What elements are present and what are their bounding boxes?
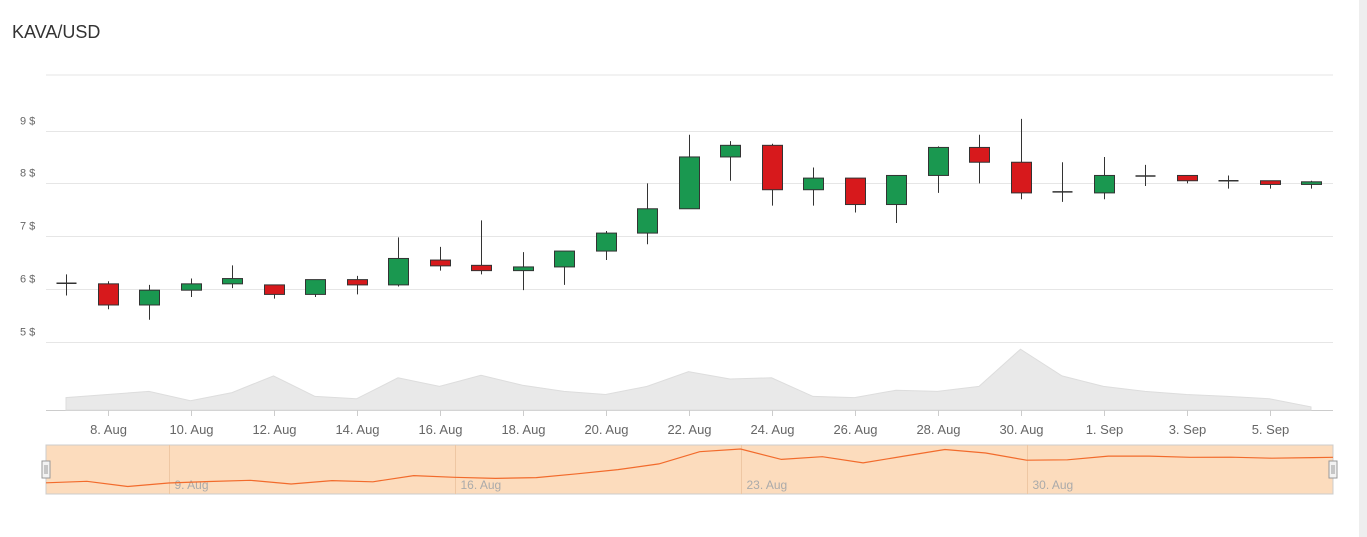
candle	[1135, 164, 1156, 187]
candle-body	[222, 278, 243, 285]
candle-body	[139, 289, 160, 306]
x-tick-label: 24. Aug	[750, 422, 794, 437]
candle	[1218, 175, 1239, 189]
candle-body	[264, 284, 285, 295]
handle-grip	[41, 460, 51, 479]
candle	[1260, 180, 1281, 189]
candle-body	[637, 208, 658, 234]
x-tick-label: 12. Aug	[252, 422, 296, 437]
candle-body	[554, 250, 575, 268]
navigator-label: 23. Aug	[747, 478, 788, 492]
grid	[46, 74, 1333, 411]
x-tick-label: 18. Aug	[501, 422, 545, 437]
candle	[1011, 118, 1032, 200]
candle-body	[762, 144, 783, 191]
candle	[264, 284, 285, 299]
candle-body	[98, 283, 119, 306]
x-axis-labels: 8. Aug 10. Aug 12. Aug 14. Aug 16. Aug 18. Au…	[90, 410, 1289, 437]
candle-body	[388, 257, 409, 286]
candle-body	[803, 177, 824, 191]
candle	[430, 246, 451, 271]
candle	[969, 134, 990, 184]
candle-body	[305, 279, 326, 295]
candle-body	[928, 146, 949, 176]
navigator-label: 9. Aug	[175, 478, 209, 492]
candle	[139, 284, 160, 320]
navigator[interactable]: 9. Aug 16. Aug 23. Aug 30. Aug	[41, 444, 1338, 495]
candle	[1177, 174, 1198, 184]
candle-body	[886, 174, 907, 206]
candles	[56, 118, 1322, 320]
navigator-label: 16. Aug	[461, 478, 502, 492]
x-tick-label: 14. Aug	[335, 422, 379, 437]
candle-body	[1301, 181, 1322, 185]
x-tick-label: 28. Aug	[916, 422, 960, 437]
candle	[98, 281, 119, 310]
candle	[720, 141, 741, 181]
candle	[513, 252, 534, 291]
page-scrollbar[interactable]	[1359, 0, 1367, 537]
candle-body	[471, 264, 492, 272]
candle-body	[1094, 174, 1115, 194]
candle-body	[845, 177, 866, 206]
x-tick-label: 8. Aug	[90, 422, 127, 437]
x-tick-label: 5. Sep	[1252, 422, 1290, 437]
candle-body	[969, 146, 990, 163]
candle-body	[596, 232, 617, 252]
navigator-handle-left[interactable]	[41, 460, 51, 479]
navigator-label: 30. Aug	[1033, 478, 1074, 492]
candle-body	[181, 283, 202, 291]
candle	[845, 177, 866, 213]
y-tick-label: 9 $	[20, 116, 35, 128]
candle	[762, 143, 783, 206]
candle-body	[430, 259, 451, 267]
y-tick-label: 5 $	[20, 327, 35, 339]
volume-series	[65, 348, 1312, 411]
x-tick-label: 10. Aug	[169, 422, 213, 437]
navigator-range	[45, 444, 1334, 495]
candle	[1052, 162, 1073, 202]
candle	[305, 279, 326, 298]
candle-body	[1011, 161, 1032, 194]
x-tick-label: 16. Aug	[418, 422, 462, 437]
candle-body	[513, 266, 534, 272]
candle	[637, 183, 658, 245]
candle-body	[1260, 180, 1281, 185]
y-tick-label: 6 $	[20, 274, 35, 286]
candle	[928, 146, 949, 193]
candle	[1094, 156, 1115, 200]
candle	[181, 278, 202, 298]
candle	[388, 237, 409, 287]
x-tick-label: 3. Sep	[1169, 422, 1207, 437]
x-tick-label: 22. Aug	[667, 422, 711, 437]
navigator-handle-right[interactable]	[1328, 460, 1338, 479]
candle	[554, 250, 575, 285]
candle	[471, 220, 492, 275]
navigator-series	[45, 448, 1334, 488]
candle	[803, 167, 824, 206]
candle-body	[679, 156, 700, 210]
chart-title: KAVA/USD	[12, 22, 101, 42]
candle	[679, 134, 700, 210]
candle	[222, 265, 243, 289]
x-tick-label: 26. Aug	[833, 422, 877, 437]
x-tick-label: 20. Aug	[584, 422, 628, 437]
candle-body	[720, 144, 741, 158]
y-tick-label: 8 $	[20, 168, 35, 180]
candle	[347, 275, 368, 295]
volume-area	[65, 348, 1312, 411]
y-tick-label: 7 $	[20, 221, 35, 233]
candle	[596, 230, 617, 261]
candle-body	[347, 279, 368, 286]
candle	[56, 274, 77, 296]
candle	[1301, 180, 1322, 189]
x-tick-label: 30. Aug	[999, 422, 1043, 437]
y-axis-labels: 9 $ 8 $ 7 $ 6 $ 5 $	[20, 116, 35, 339]
candle	[886, 174, 907, 224]
x-tick-label: 1. Sep	[1086, 422, 1124, 437]
candle-body	[1177, 174, 1198, 182]
handle-grip	[1328, 460, 1338, 479]
